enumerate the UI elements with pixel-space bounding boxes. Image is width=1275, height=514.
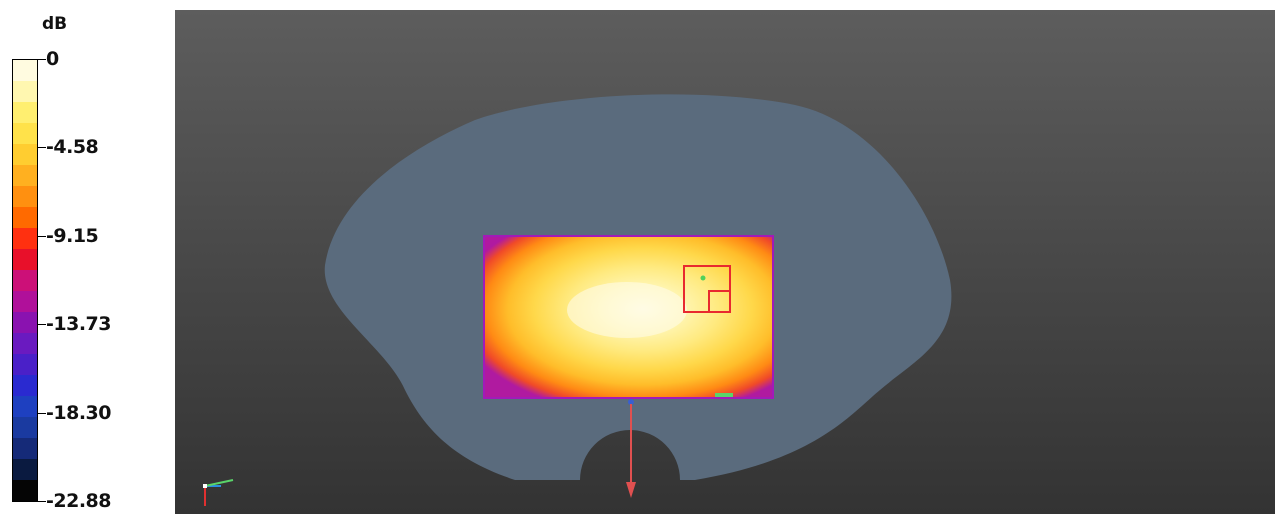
legend-unit-label: dB — [42, 14, 68, 34]
color-bar-swatch — [13, 417, 37, 438]
color-bar-swatch — [13, 165, 37, 186]
color-bar-swatch — [13, 102, 37, 123]
legend-tick-mark — [38, 412, 46, 414]
probe-arrow-icon — [626, 404, 636, 498]
color-bar-swatch — [13, 459, 37, 480]
legend-tick-mark — [38, 147, 46, 149]
color-bar-swatch — [13, 312, 37, 333]
legend-tick-label: -22.88 — [46, 490, 111, 512]
legend-tick-label: -4.58 — [46, 136, 99, 159]
color-bar-swatch — [13, 270, 37, 291]
color-bar-swatch — [13, 144, 37, 165]
axis-triad-icon — [203, 479, 234, 506]
color-bar-swatch — [13, 375, 37, 396]
legend-tick-label: 0 — [46, 48, 59, 70]
sar-scene — [203, 94, 952, 506]
color-bar-swatch — [13, 291, 37, 312]
legend-tick-label: -13.73 — [46, 313, 111, 336]
legend-tick-mark — [38, 324, 46, 326]
legend-tick-mark — [38, 59, 46, 60]
color-bar — [12, 59, 38, 502]
color-bar-swatch — [13, 438, 37, 459]
color-bar-swatch — [13, 207, 37, 228]
color-bar-swatch — [13, 396, 37, 417]
zoom-scan-box — [683, 265, 731, 313]
color-bar-swatch — [13, 186, 37, 207]
legend-tick-label: -18.30 — [46, 401, 111, 424]
color-bar-swatch — [13, 249, 37, 270]
color-bar-swatch — [13, 354, 37, 375]
color-bar-swatch — [13, 81, 37, 102]
color-bar-swatch — [13, 60, 37, 81]
legend-tick-mark — [38, 235, 46, 237]
color-bar-swatch — [13, 480, 37, 501]
color-bar-swatch — [13, 123, 37, 144]
color-bar-swatch — [13, 228, 37, 249]
legend-tick-mark — [38, 501, 46, 502]
color-bar-swatch — [13, 333, 37, 354]
color-scale-legend: dB 0 -4.58 -9.15 -13.73 -18.30 -22.88 — [0, 0, 175, 514]
3d-viewport[interactable] — [175, 10, 1275, 514]
legend-tick-label: -9.15 — [46, 224, 99, 247]
zoom-scan-inner-box — [708, 290, 731, 313]
